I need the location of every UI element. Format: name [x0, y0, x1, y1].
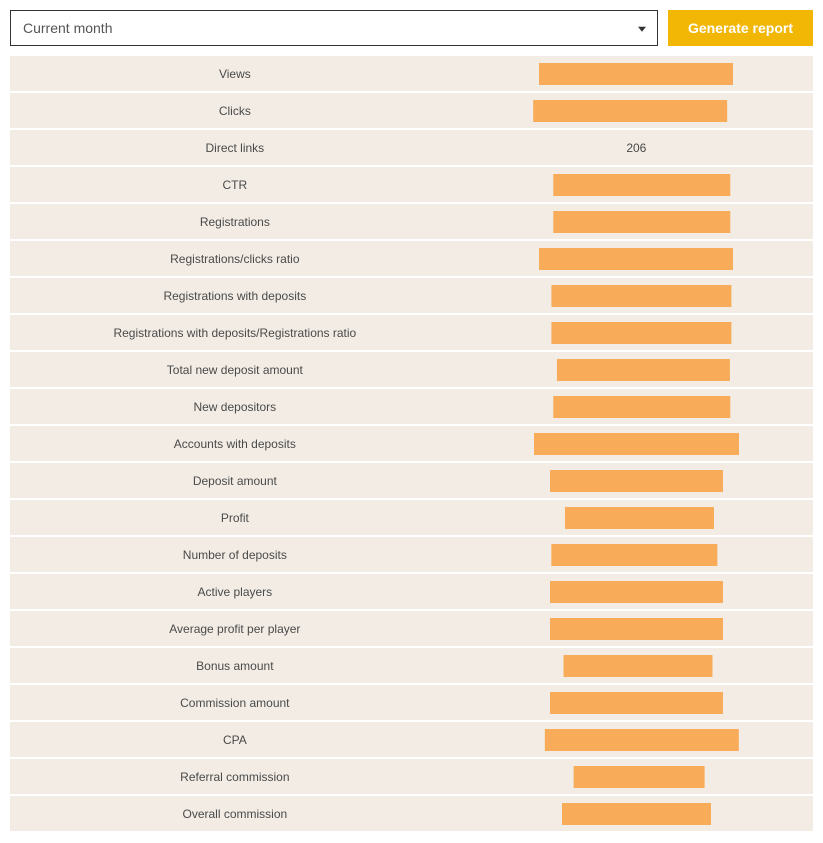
report-row: Direct links 206	[10, 130, 813, 165]
report-row-label: Active players	[10, 574, 460, 609]
report-value-bar	[574, 766, 705, 788]
report-row: Number of deposits	[10, 537, 813, 572]
report-value-bar	[550, 581, 723, 603]
report-row-value	[460, 241, 813, 276]
report-row: Registrations with deposits	[10, 278, 813, 313]
report-row-value	[460, 204, 813, 239]
report-row-label: Number of deposits	[10, 537, 460, 572]
report-row: Profit	[10, 500, 813, 535]
report-row: Clicks	[10, 93, 813, 128]
report-row-value	[460, 722, 813, 757]
report-row-label: Referral commission	[10, 759, 460, 794]
report-row-label: Accounts with deposits	[10, 426, 460, 461]
report-value-bar	[552, 544, 718, 566]
report-row-label: CTR	[10, 167, 460, 202]
report-row-value	[460, 167, 813, 202]
report-row-value	[460, 352, 813, 387]
report-row: Overall commission	[10, 796, 813, 831]
report-row: New depositors	[10, 389, 813, 424]
report-value-bar	[545, 729, 739, 751]
report-row-value	[460, 315, 813, 350]
report-table: ViewsClicksDirect links206CTRRegistratio…	[10, 56, 813, 831]
report-row-value	[460, 463, 813, 498]
report-row: Registrations with deposits/Registration…	[10, 315, 813, 350]
report-value-bar	[550, 470, 723, 492]
period-select-wrapper: Current month	[10, 10, 658, 46]
report-row-label: Views	[10, 56, 460, 91]
report-value-bar	[553, 396, 730, 418]
report-row: CPA	[10, 722, 813, 757]
report-row-value	[460, 796, 813, 831]
report-row-value	[460, 648, 813, 683]
report-value-bar	[539, 248, 733, 270]
report-value-bar	[552, 285, 732, 307]
report-row-label: Direct links	[10, 130, 460, 165]
report-value-bar	[550, 692, 723, 714]
report-value-bar	[564, 655, 712, 677]
report-row-value	[460, 574, 813, 609]
report-row-label: Registrations	[10, 204, 460, 239]
report-row-label: Profit	[10, 500, 460, 535]
report-value-bar	[550, 618, 723, 640]
report-row-value	[460, 93, 813, 128]
report-row-label: Clicks	[10, 93, 460, 128]
report-row: Registrations	[10, 204, 813, 239]
report-row: Referral commission	[10, 759, 813, 794]
report-value-bar	[552, 322, 732, 344]
report-row: Total new deposit amount	[10, 352, 813, 387]
report-value-bar	[539, 63, 733, 85]
report-row-label: Registrations with deposits	[10, 278, 460, 313]
report-value-bar	[534, 433, 739, 455]
report-row-value	[460, 685, 813, 720]
report-row-value	[460, 537, 813, 572]
report-row-value	[460, 759, 813, 794]
report-row-label: Registrations with deposits/Registration…	[10, 315, 460, 350]
report-row: Commission amount	[10, 685, 813, 720]
report-row-value: 206	[460, 130, 813, 165]
report-row-label: Overall commission	[10, 796, 460, 831]
report-row: Views	[10, 56, 813, 91]
report-value-bar	[565, 507, 713, 529]
report-value-bar	[553, 174, 730, 196]
report-row-value	[460, 426, 813, 461]
report-row-label: CPA	[10, 722, 460, 757]
generate-report-button[interactable]: Generate report	[668, 10, 813, 46]
report-row-label: Bonus amount	[10, 648, 460, 683]
report-row-label: Average profit per player	[10, 611, 460, 646]
report-row-label: Total new deposit amount	[10, 352, 460, 387]
report-row: CTR	[10, 167, 813, 202]
report-value-bar	[533, 100, 727, 122]
report-row-value	[460, 389, 813, 424]
report-row: Active players	[10, 574, 813, 609]
report-row-label: New depositors	[10, 389, 460, 424]
report-value-bar	[562, 803, 710, 825]
report-value-bar	[557, 359, 730, 381]
report-row: Deposit amount	[10, 463, 813, 498]
report-row: Average profit per player	[10, 611, 813, 646]
controls-row: Current month Generate report	[10, 10, 813, 46]
report-row: Bonus amount	[10, 648, 813, 683]
report-value-text: 206	[626, 141, 646, 155]
report-row: Accounts with deposits	[10, 426, 813, 461]
report-row-label: Registrations/clicks ratio	[10, 241, 460, 276]
report-value-bar	[553, 211, 730, 233]
report-row-value	[460, 278, 813, 313]
report-row-value	[460, 56, 813, 91]
report-row: Registrations/clicks ratio	[10, 241, 813, 276]
report-row-value	[460, 611, 813, 646]
report-row-value	[460, 500, 813, 535]
report-row-label: Deposit amount	[10, 463, 460, 498]
report-row-label: Commission amount	[10, 685, 460, 720]
period-select[interactable]: Current month	[10, 10, 658, 46]
